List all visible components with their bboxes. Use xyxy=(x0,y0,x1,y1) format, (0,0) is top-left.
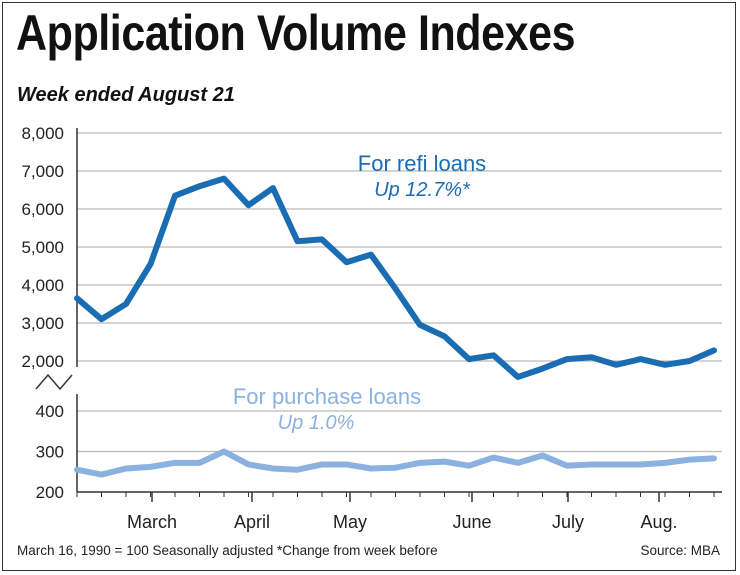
refi-y-tick-label: 4,000 xyxy=(21,276,64,295)
refi-series-label: For refi loans xyxy=(358,151,486,176)
footer-source: Source: MBA xyxy=(640,543,720,558)
x-month-label: April xyxy=(234,512,270,532)
refi-series-line xyxy=(74,175,717,380)
x-month-label: June xyxy=(452,512,491,532)
refi-y-tick-label: 5,000 xyxy=(21,238,64,257)
refi-y-tick-label: 6,000 xyxy=(21,200,64,219)
footer-note: March 16, 1990 = 100 Seasonally adjusted… xyxy=(17,543,438,558)
refi-change-label: Up 12.7%* xyxy=(374,179,471,201)
axis-break-icon xyxy=(35,373,73,391)
refi-y-tick-label: 7,000 xyxy=(21,162,64,181)
chart-title: Application Volume Indexes xyxy=(16,5,576,61)
x-month-label: Aug. xyxy=(640,512,677,532)
purchase-series-line xyxy=(74,448,717,478)
purchase-y-tick-label: 200 xyxy=(36,483,64,502)
purchase-change-label: Up 1.0% xyxy=(278,412,355,434)
purchase-series-label: For purchase loans xyxy=(233,384,421,409)
refi-y-tick-label: 3,000 xyxy=(21,314,64,333)
purchase-y-tick-label: 300 xyxy=(36,443,64,462)
x-month-label: May xyxy=(333,512,367,532)
x-month-label: March xyxy=(127,512,177,532)
refi-y-tick-label: 8,000 xyxy=(21,124,64,143)
x-month-label: July xyxy=(552,512,584,532)
chart-subtitle: Week ended August 21 xyxy=(17,84,235,106)
refi-y-tick-label: 2,000 xyxy=(21,352,64,371)
purchase-y-tick-label: 400 xyxy=(36,402,64,421)
